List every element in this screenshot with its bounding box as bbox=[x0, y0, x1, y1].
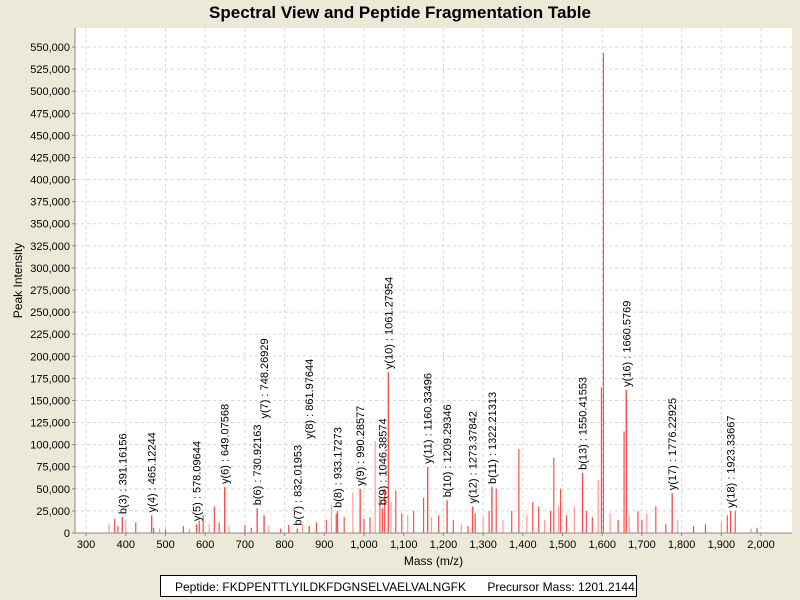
x-tick-label: 1,300 bbox=[469, 539, 497, 551]
y-tick-label: 0 bbox=[64, 528, 70, 540]
y-tick-label: 375,000 bbox=[30, 197, 70, 209]
x-tick-label: 2,000 bbox=[747, 539, 775, 551]
y-tick-label: 350,000 bbox=[30, 219, 70, 231]
x-tick-label: 900 bbox=[315, 539, 333, 551]
y-tick-label: 400,000 bbox=[30, 175, 70, 187]
y-tick-label: 300,000 bbox=[30, 263, 70, 275]
y-tick-label: 100,000 bbox=[30, 440, 70, 452]
y-tick-label: 25,000 bbox=[36, 506, 70, 518]
peak-annotation-label: b(10) : 1209.29346 bbox=[442, 404, 454, 497]
y-tick-label: 550,000 bbox=[30, 42, 70, 54]
x-tick-label: 1,900 bbox=[708, 539, 736, 551]
y-tick-label: 525,000 bbox=[30, 64, 70, 76]
peak-annotation-label: y(8) : 861.97644 bbox=[304, 359, 316, 439]
x-tick-label: 600 bbox=[196, 539, 214, 551]
x-tick-label: 700 bbox=[236, 539, 254, 551]
peak-annotation-label: b(7) : 832.01953 bbox=[292, 445, 304, 526]
y-tick-label: 125,000 bbox=[30, 418, 70, 430]
x-axis-label: Mass (m/z) bbox=[404, 554, 463, 568]
y-axis-label: Peak Intensity bbox=[11, 243, 25, 318]
peak-annotation-label: b(11) : 1322.21313 bbox=[487, 392, 499, 484]
x-tick-label: 1,500 bbox=[549, 539, 577, 551]
x-tick-label: 1,600 bbox=[588, 539, 616, 551]
peak-annotation-label: y(18) : 1923.33667 bbox=[726, 416, 738, 508]
y-tick-label: 175,000 bbox=[30, 373, 70, 385]
y-tick-label: 500,000 bbox=[30, 86, 70, 98]
peak-annotation-label: y(4) : 465.12244 bbox=[147, 432, 159, 512]
spectrum-chart: 0 25,000 50,000 75,000 100,000 125,000 150,000… bbox=[11, 28, 792, 568]
x-tick-label: 1,200 bbox=[430, 539, 458, 551]
precursor-mass: Precursor Mass: 1201.2144 bbox=[487, 580, 635, 594]
peak-annotation-label: y(11) : 1160.33496 bbox=[423, 373, 435, 464]
y-tick-label: 225,000 bbox=[30, 329, 70, 341]
peak-annotation-label: b(6) : 730.92163 bbox=[252, 425, 264, 506]
peak-annotation-label: y(5) : 578.09644 bbox=[192, 441, 204, 521]
y-tick-label: 275,000 bbox=[30, 285, 70, 297]
y-tick-label: 75,000 bbox=[36, 462, 70, 474]
peak-annotation-label: b(13) : 1550.41553 bbox=[578, 377, 590, 470]
peptide-info-box: Peptide: FKDPENTTLYILDKFDGNSELVAELVALNGF… bbox=[160, 575, 637, 597]
x-tick-label: 800 bbox=[275, 539, 293, 551]
chart-title: Spectral View and Peptide Fragmentation … bbox=[209, 3, 591, 22]
y-tick-label: 50,000 bbox=[36, 484, 70, 496]
x-tick-label: 1,100 bbox=[390, 539, 418, 551]
peak-annotation-label: y(10) : 1061.27954 bbox=[383, 277, 395, 369]
x-tick-label: 1,000 bbox=[350, 539, 378, 551]
peak-annotation-label: b(8) : 933.17273 bbox=[332, 427, 344, 508]
peak-annotation-label: y(16) : 1660.5769 bbox=[621, 301, 633, 387]
y-tick-label: 150,000 bbox=[30, 395, 70, 407]
x-tick-label: 500 bbox=[156, 539, 174, 551]
y-tick-label: 425,000 bbox=[30, 152, 70, 164]
peak-annotation-label: y(12) : 1273.37842 bbox=[468, 411, 480, 503]
y-tick-label: 450,000 bbox=[30, 130, 70, 142]
x-tick-label: 1,800 bbox=[668, 539, 696, 551]
y-tick-label: 200,000 bbox=[30, 351, 70, 363]
peptide-sequence: Peptide: FKDPENTTLYILDKFDGNSELVAELVALNGF… bbox=[175, 580, 466, 594]
peak-annotation-label: y(17) : 1776.22925 bbox=[667, 398, 679, 490]
x-tick-label: 300 bbox=[77, 539, 95, 551]
y-tick-label: 475,000 bbox=[30, 108, 70, 120]
peak-annotation-label: y(9) : 990.28577 bbox=[355, 406, 367, 486]
x-tick-label: 1,400 bbox=[509, 539, 537, 551]
peak-annotation-label: b(3) : 391.16156 bbox=[117, 433, 129, 514]
x-tick-label: 400 bbox=[117, 539, 135, 551]
peak-annotation-label: b(9) : 1046.38574 bbox=[377, 418, 389, 505]
y-tick-label: 250,000 bbox=[30, 307, 70, 319]
plot-area bbox=[75, 28, 792, 533]
peak-annotation-label: y(7) : 748.26929 bbox=[259, 338, 271, 418]
peak-annotation-label: y(6) : 649.07568 bbox=[220, 404, 232, 484]
x-tick-label: 1,700 bbox=[628, 539, 656, 551]
y-tick-label: 325,000 bbox=[30, 241, 70, 253]
